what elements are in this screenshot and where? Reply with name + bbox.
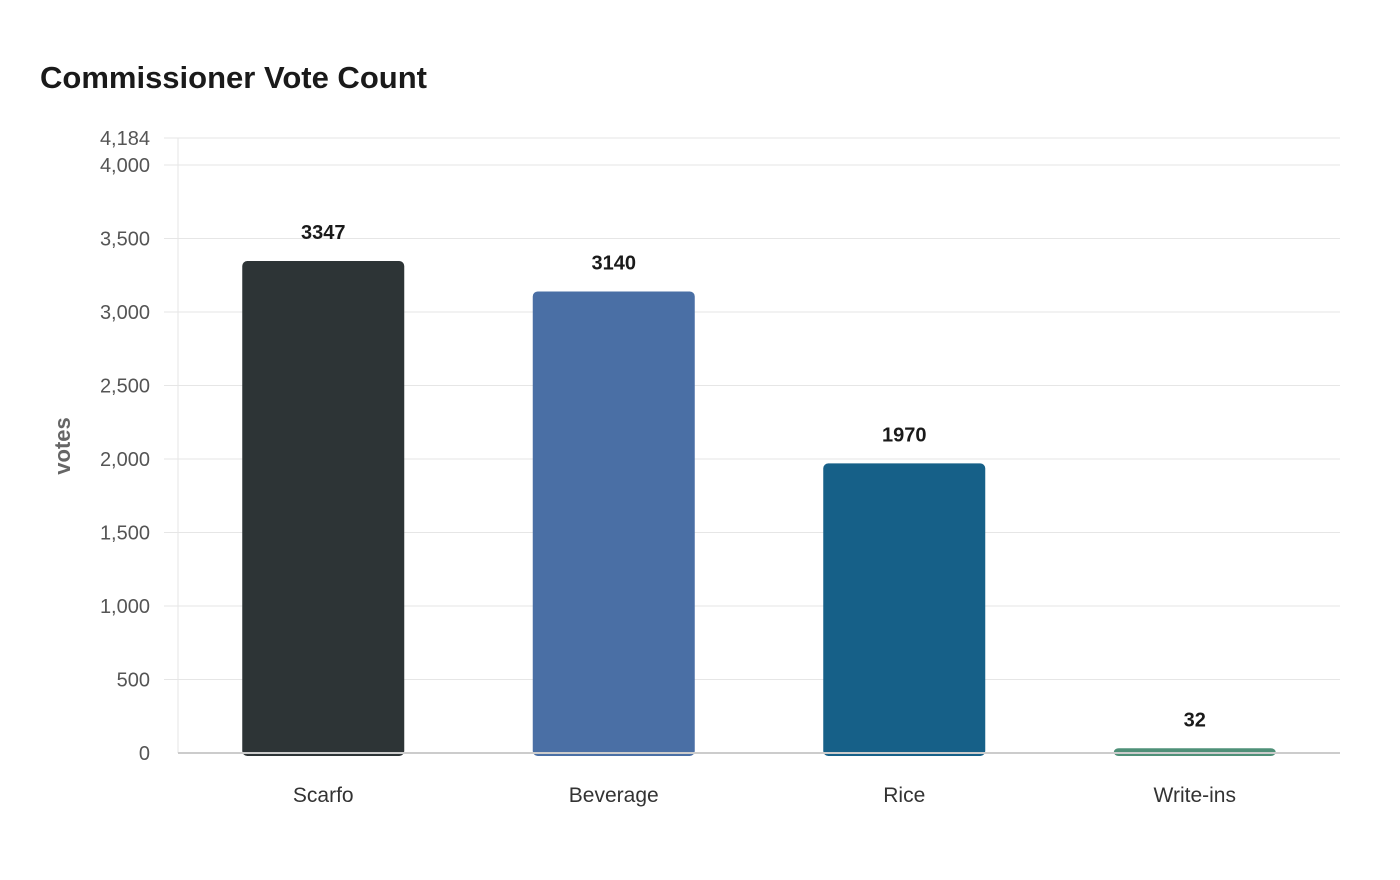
y-axis-label: votes	[50, 417, 75, 474]
y-axis: 0 500 1,000 1,500 2,000 2,500 3,000 3,500 4,000 4…	[100, 128, 179, 765]
y-tick-label: 500	[117, 670, 150, 692]
bar-beverage	[532, 291, 695, 756]
value-label: 3140	[592, 252, 637, 274]
x-tick-label: Scarfo	[293, 784, 354, 807]
value-label: 32	[1184, 709, 1206, 731]
x-tick-label: Rice	[883, 784, 925, 807]
chart-title: Commissioner Vote Count	[40, 60, 427, 95]
y-tick-label: 4,000	[100, 155, 150, 177]
x-axis: Scarfo Beverage Rice Write-ins	[178, 752, 1340, 807]
x-tick-label: Beverage	[569, 784, 659, 807]
value-labels: 3347 3140 1970 32	[301, 222, 1206, 731]
y-tick-label: 1,000	[100, 596, 150, 618]
y-tick-label: 1,500	[100, 523, 150, 545]
y-tick-label: 3,000	[100, 302, 150, 324]
x-tick-label: Write-ins	[1154, 784, 1236, 807]
y-tick-label: 2,500	[100, 376, 150, 398]
value-label: 1970	[882, 424, 927, 446]
bar-scarfo	[242, 261, 405, 756]
y-tick-label: 4,184	[100, 128, 150, 150]
y-tick-label: 2,000	[100, 449, 150, 471]
y-tick-label: 0	[139, 743, 150, 765]
y-tick-label: 3,500	[100, 229, 150, 251]
bar-rice	[823, 463, 986, 756]
bars	[242, 261, 1276, 756]
value-label: 3347	[301, 222, 346, 244]
